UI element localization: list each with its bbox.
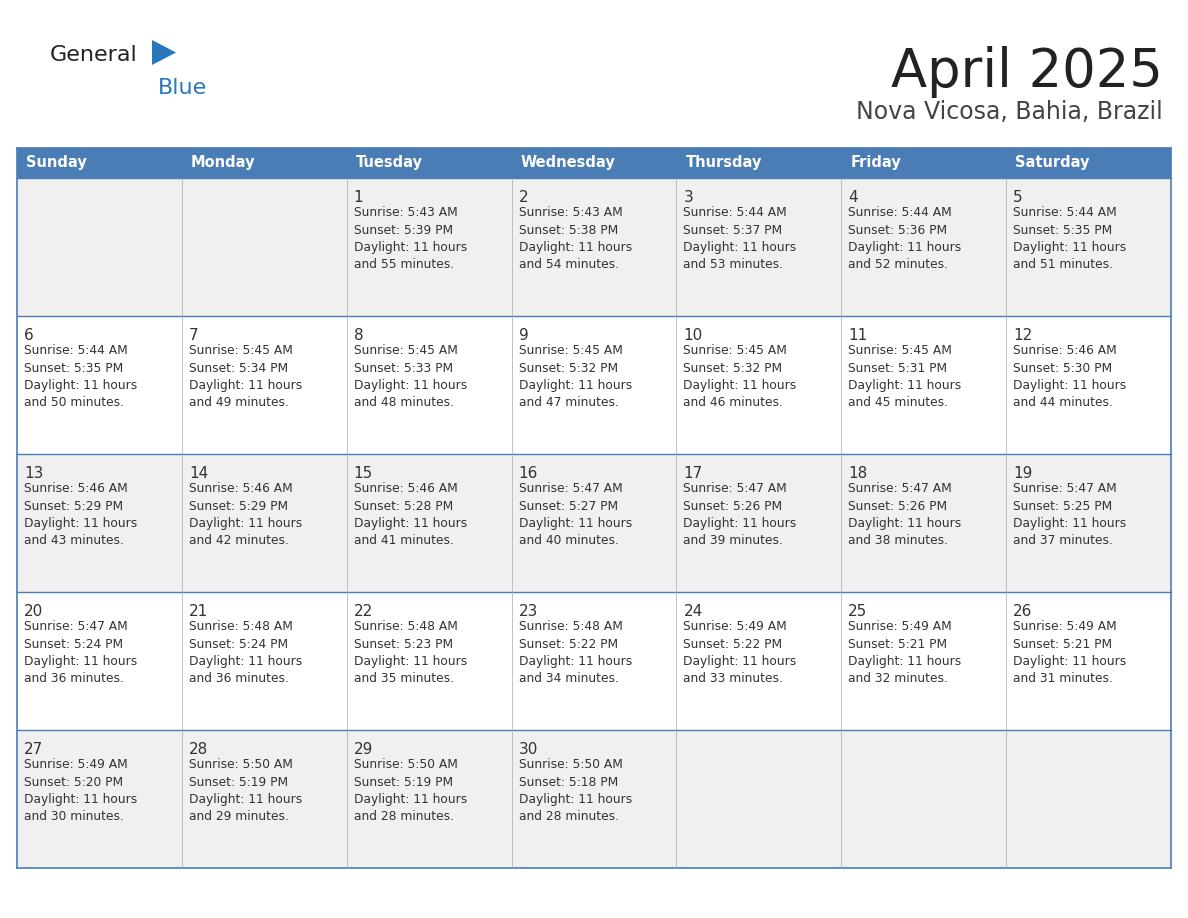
Text: Sunrise: 5:48 AM
Sunset: 5:23 PM
Daylight: 11 hours
and 35 minutes.: Sunrise: 5:48 AM Sunset: 5:23 PM Dayligh…: [354, 620, 467, 686]
Bar: [17, 592, 1171, 730]
Text: 1: 1: [354, 190, 364, 205]
Text: Sunrise: 5:49 AM
Sunset: 5:22 PM
Daylight: 11 hours
and 33 minutes.: Sunrise: 5:49 AM Sunset: 5:22 PM Dayligh…: [683, 620, 797, 686]
Text: Saturday: Saturday: [1015, 155, 1089, 171]
Text: Tuesday: Tuesday: [355, 155, 423, 171]
Text: 23: 23: [519, 604, 538, 619]
Text: 6: 6: [24, 328, 33, 343]
Text: Sunrise: 5:44 AM
Sunset: 5:35 PM
Daylight: 11 hours
and 51 minutes.: Sunrise: 5:44 AM Sunset: 5:35 PM Dayligh…: [1013, 206, 1126, 272]
Text: Sunrise: 5:45 AM
Sunset: 5:33 PM
Daylight: 11 hours
and 48 minutes.: Sunrise: 5:45 AM Sunset: 5:33 PM Dayligh…: [354, 344, 467, 409]
Bar: [182, 148, 347, 178]
Text: 3: 3: [683, 190, 693, 205]
Text: 7: 7: [189, 328, 198, 343]
Text: Sunrise: 5:48 AM
Sunset: 5:24 PM
Daylight: 11 hours
and 36 minutes.: Sunrise: 5:48 AM Sunset: 5:24 PM Dayligh…: [189, 620, 302, 686]
Text: 17: 17: [683, 466, 702, 481]
Bar: [17, 730, 1171, 868]
Text: 19: 19: [1013, 466, 1032, 481]
Bar: [17, 148, 182, 178]
Text: 14: 14: [189, 466, 208, 481]
Text: Sunrise: 5:45 AM
Sunset: 5:32 PM
Daylight: 11 hours
and 47 minutes.: Sunrise: 5:45 AM Sunset: 5:32 PM Dayligh…: [519, 344, 632, 409]
Text: 22: 22: [354, 604, 373, 619]
Text: Friday: Friday: [851, 155, 901, 171]
Text: Sunrise: 5:45 AM
Sunset: 5:32 PM
Daylight: 11 hours
and 46 minutes.: Sunrise: 5:45 AM Sunset: 5:32 PM Dayligh…: [683, 344, 797, 409]
Bar: [676, 148, 841, 178]
Text: 12: 12: [1013, 328, 1032, 343]
Text: 10: 10: [683, 328, 702, 343]
Text: Sunrise: 5:47 AM
Sunset: 5:26 PM
Daylight: 11 hours
and 39 minutes.: Sunrise: 5:47 AM Sunset: 5:26 PM Dayligh…: [683, 482, 797, 547]
Text: 28: 28: [189, 742, 208, 757]
Bar: [347, 148, 512, 178]
Text: Sunrise: 5:48 AM
Sunset: 5:22 PM
Daylight: 11 hours
and 34 minutes.: Sunrise: 5:48 AM Sunset: 5:22 PM Dayligh…: [519, 620, 632, 686]
Text: Sunrise: 5:44 AM
Sunset: 5:37 PM
Daylight: 11 hours
and 53 minutes.: Sunrise: 5:44 AM Sunset: 5:37 PM Dayligh…: [683, 206, 797, 272]
Text: 24: 24: [683, 604, 702, 619]
Text: Sunrise: 5:45 AM
Sunset: 5:34 PM
Daylight: 11 hours
and 49 minutes.: Sunrise: 5:45 AM Sunset: 5:34 PM Dayligh…: [189, 344, 302, 409]
Text: Sunrise: 5:49 AM
Sunset: 5:21 PM
Daylight: 11 hours
and 31 minutes.: Sunrise: 5:49 AM Sunset: 5:21 PM Dayligh…: [1013, 620, 1126, 686]
Bar: [17, 454, 1171, 592]
Text: 11: 11: [848, 328, 867, 343]
Text: Sunrise: 5:50 AM
Sunset: 5:19 PM
Daylight: 11 hours
and 29 minutes.: Sunrise: 5:50 AM Sunset: 5:19 PM Dayligh…: [189, 758, 302, 823]
Text: 9: 9: [519, 328, 529, 343]
Text: Sunrise: 5:46 AM
Sunset: 5:28 PM
Daylight: 11 hours
and 41 minutes.: Sunrise: 5:46 AM Sunset: 5:28 PM Dayligh…: [354, 482, 467, 547]
Text: Sunrise: 5:49 AM
Sunset: 5:20 PM
Daylight: 11 hours
and 30 minutes.: Sunrise: 5:49 AM Sunset: 5:20 PM Dayligh…: [24, 758, 138, 823]
Text: Sunrise: 5:50 AM
Sunset: 5:19 PM
Daylight: 11 hours
and 28 minutes.: Sunrise: 5:50 AM Sunset: 5:19 PM Dayligh…: [354, 758, 467, 823]
Text: 26: 26: [1013, 604, 1032, 619]
Text: Sunrise: 5:47 AM
Sunset: 5:24 PM
Daylight: 11 hours
and 36 minutes.: Sunrise: 5:47 AM Sunset: 5:24 PM Dayligh…: [24, 620, 138, 686]
Polygon shape: [152, 40, 176, 65]
Text: 8: 8: [354, 328, 364, 343]
Text: Thursday: Thursday: [685, 155, 762, 171]
Text: Nova Vicosa, Bahia, Brazil: Nova Vicosa, Bahia, Brazil: [857, 100, 1163, 124]
Text: 25: 25: [848, 604, 867, 619]
Text: 5: 5: [1013, 190, 1023, 205]
Text: Monday: Monday: [191, 155, 255, 171]
Text: 21: 21: [189, 604, 208, 619]
Text: 20: 20: [24, 604, 43, 619]
Text: 18: 18: [848, 466, 867, 481]
Text: Sunrise: 5:44 AM
Sunset: 5:36 PM
Daylight: 11 hours
and 52 minutes.: Sunrise: 5:44 AM Sunset: 5:36 PM Dayligh…: [848, 206, 961, 272]
Text: Sunrise: 5:45 AM
Sunset: 5:31 PM
Daylight: 11 hours
and 45 minutes.: Sunrise: 5:45 AM Sunset: 5:31 PM Dayligh…: [848, 344, 961, 409]
Text: Sunrise: 5:50 AM
Sunset: 5:18 PM
Daylight: 11 hours
and 28 minutes.: Sunrise: 5:50 AM Sunset: 5:18 PM Dayligh…: [519, 758, 632, 823]
Text: 16: 16: [519, 466, 538, 481]
Text: April 2025: April 2025: [891, 46, 1163, 98]
Text: 29: 29: [354, 742, 373, 757]
Bar: [17, 316, 1171, 454]
Text: Sunrise: 5:49 AM
Sunset: 5:21 PM
Daylight: 11 hours
and 32 minutes.: Sunrise: 5:49 AM Sunset: 5:21 PM Dayligh…: [848, 620, 961, 686]
Text: 2: 2: [519, 190, 529, 205]
Bar: [841, 148, 1006, 178]
Text: General: General: [50, 45, 138, 65]
Text: 13: 13: [24, 466, 44, 481]
Bar: [1006, 148, 1171, 178]
Text: Wednesday: Wednesday: [520, 155, 615, 171]
Text: Sunrise: 5:43 AM
Sunset: 5:39 PM
Daylight: 11 hours
and 55 minutes.: Sunrise: 5:43 AM Sunset: 5:39 PM Dayligh…: [354, 206, 467, 272]
Text: Sunrise: 5:47 AM
Sunset: 5:25 PM
Daylight: 11 hours
and 37 minutes.: Sunrise: 5:47 AM Sunset: 5:25 PM Dayligh…: [1013, 482, 1126, 547]
Text: Sunday: Sunday: [26, 155, 87, 171]
Text: Blue: Blue: [158, 78, 207, 98]
Text: 30: 30: [519, 742, 538, 757]
Text: Sunrise: 5:46 AM
Sunset: 5:29 PM
Daylight: 11 hours
and 42 minutes.: Sunrise: 5:46 AM Sunset: 5:29 PM Dayligh…: [189, 482, 302, 547]
Bar: [512, 148, 676, 178]
Text: Sunrise: 5:46 AM
Sunset: 5:30 PM
Daylight: 11 hours
and 44 minutes.: Sunrise: 5:46 AM Sunset: 5:30 PM Dayligh…: [1013, 344, 1126, 409]
Text: 15: 15: [354, 466, 373, 481]
Text: Sunrise: 5:46 AM
Sunset: 5:29 PM
Daylight: 11 hours
and 43 minutes.: Sunrise: 5:46 AM Sunset: 5:29 PM Dayligh…: [24, 482, 138, 547]
Text: 4: 4: [848, 190, 858, 205]
Text: Sunrise: 5:47 AM
Sunset: 5:26 PM
Daylight: 11 hours
and 38 minutes.: Sunrise: 5:47 AM Sunset: 5:26 PM Dayligh…: [848, 482, 961, 547]
Text: Sunrise: 5:44 AM
Sunset: 5:35 PM
Daylight: 11 hours
and 50 minutes.: Sunrise: 5:44 AM Sunset: 5:35 PM Dayligh…: [24, 344, 138, 409]
Text: 27: 27: [24, 742, 43, 757]
Text: Sunrise: 5:43 AM
Sunset: 5:38 PM
Daylight: 11 hours
and 54 minutes.: Sunrise: 5:43 AM Sunset: 5:38 PM Dayligh…: [519, 206, 632, 272]
Text: Sunrise: 5:47 AM
Sunset: 5:27 PM
Daylight: 11 hours
and 40 minutes.: Sunrise: 5:47 AM Sunset: 5:27 PM Dayligh…: [519, 482, 632, 547]
Bar: [17, 178, 1171, 316]
